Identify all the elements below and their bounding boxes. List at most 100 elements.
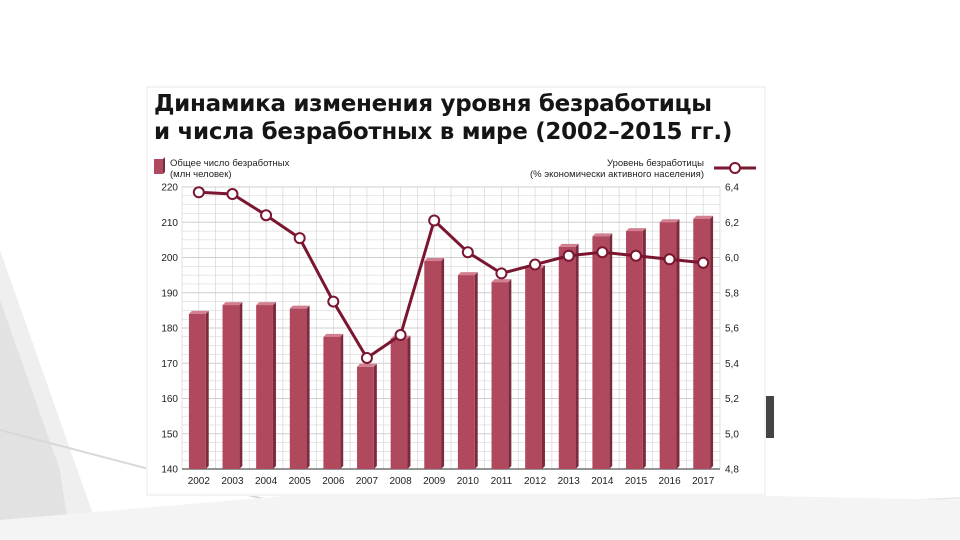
bar-2017 [693,218,711,469]
bar-2002 [188,313,206,469]
bar-side [575,243,579,469]
y-right-tick-label: 6,0 [725,253,739,264]
legend-line-unit: (% экономически активного населения) [530,169,704,180]
bar-2008 [390,338,408,469]
x-tick-label: 2002 [188,476,211,487]
y-right-tick-label: 6,4 [725,183,739,194]
bar-top [424,258,445,262]
rate-point-2010 [461,246,474,259]
x-tick-label: 2016 [658,476,681,487]
x-tick-label: 2009 [423,476,446,487]
x-tick-label: 2017 [692,476,715,487]
rate-point-2011 [495,267,508,280]
x-tick-label: 2006 [322,476,345,487]
legend-bar-label: Общее число безработных [170,158,290,169]
legend-bar-unit: (млн человек) [170,169,232,180]
bar-side [272,302,276,469]
legend-bar-swatch [154,159,163,174]
bar-top [323,333,344,337]
legend-bar-swatch-side [163,157,165,174]
bar-top [626,228,646,232]
y-right-tick-label: 5,6 [725,324,739,335]
bar-2003 [222,305,240,469]
unemployment-rate-line [198,190,704,360]
rate-point-2006 [327,295,340,308]
x-tick-label: 2003 [221,476,244,487]
y-left-tick-label: 140 [161,465,178,476]
bar-2009 [424,261,442,469]
chart-title-line-2: и числа безработных в мире (2002–2015 гг… [154,119,733,145]
y-left-tick-label: 220 [161,183,178,194]
bar-2011 [491,282,509,469]
bar-top [693,215,714,219]
rate-point-2007 [360,351,373,364]
legend-line-label: Уровень безработицы [607,158,704,169]
bar-2007 [357,366,374,469]
rate-point-2005 [293,232,306,245]
bar-side [710,215,714,469]
unemployment-chart: 140 150 160 170 180 190 200 210 220 4,8 5,0 5,2 5,4 5… [146,86,766,496]
bar-2016 [659,222,677,469]
rate-point-2017 [697,256,710,269]
bar-top [256,302,276,306]
bar-side [373,363,377,469]
y-left-tick-label: 180 [161,324,178,335]
x-tick-label: 2007 [356,476,379,487]
bar-side [508,279,512,469]
bar-top [659,219,680,223]
rate-point-2004 [260,209,273,222]
rate-point-2014 [596,246,609,259]
y-left-tick-label: 210 [161,218,178,229]
bar-side [340,333,344,469]
bar-side [541,265,545,469]
bar-side [474,272,478,469]
rate-point-2012 [529,258,542,271]
y-right-tick-label: 5,4 [725,359,739,370]
y-right-tick-label: 4,8 [725,465,739,476]
bar-side [642,228,646,469]
bar-2014 [592,236,610,469]
rate-point-2015 [629,249,642,262]
bar-top [357,363,377,367]
chart-title: Динамика изменения уровня безработицы и … [154,90,732,146]
x-tick-label: 2005 [289,476,312,487]
bar-side [306,305,310,469]
x-tick-label: 2008 [389,476,412,487]
bar-2015 [626,231,643,469]
legend-line-marker [729,162,741,174]
rate-point-2002 [192,186,205,199]
chart-title-line-1: Динамика изменения уровня безработицы [154,91,712,117]
rate-point-2008 [394,329,407,342]
chart-frame [146,86,766,496]
bar-2012 [525,268,542,469]
y-right-tick-label: 5,8 [725,288,739,299]
bar-side [609,233,613,469]
bar-top [457,272,478,276]
y-left-tick-label: 200 [161,253,178,264]
bar-top [188,310,209,314]
bar-side [205,310,209,469]
bar-top [491,279,512,283]
bar-2006 [323,336,341,469]
y-right-tick-label: 6,2 [725,218,739,229]
bar-top [558,243,579,247]
x-tick-label: 2004 [255,476,278,487]
bar-top [289,305,310,309]
bar-side [441,258,445,469]
rate-point-2009 [428,214,441,227]
x-tick-label: 2010 [457,476,480,487]
y-right-tick-label: 5,0 [725,429,739,440]
bar-2013 [558,246,576,469]
x-tick-label: 2015 [625,476,648,487]
y-right-tick-label: 5,2 [725,394,739,405]
y-left-tick-label: 190 [161,288,178,299]
bar-side [239,302,243,469]
bar-side [407,335,411,469]
bar-2005 [289,308,307,469]
bar-top [592,233,613,237]
rate-point-2003 [226,188,239,201]
bar-2010 [457,275,475,469]
x-tick-label: 2013 [558,476,581,487]
bar-2004 [256,305,273,469]
